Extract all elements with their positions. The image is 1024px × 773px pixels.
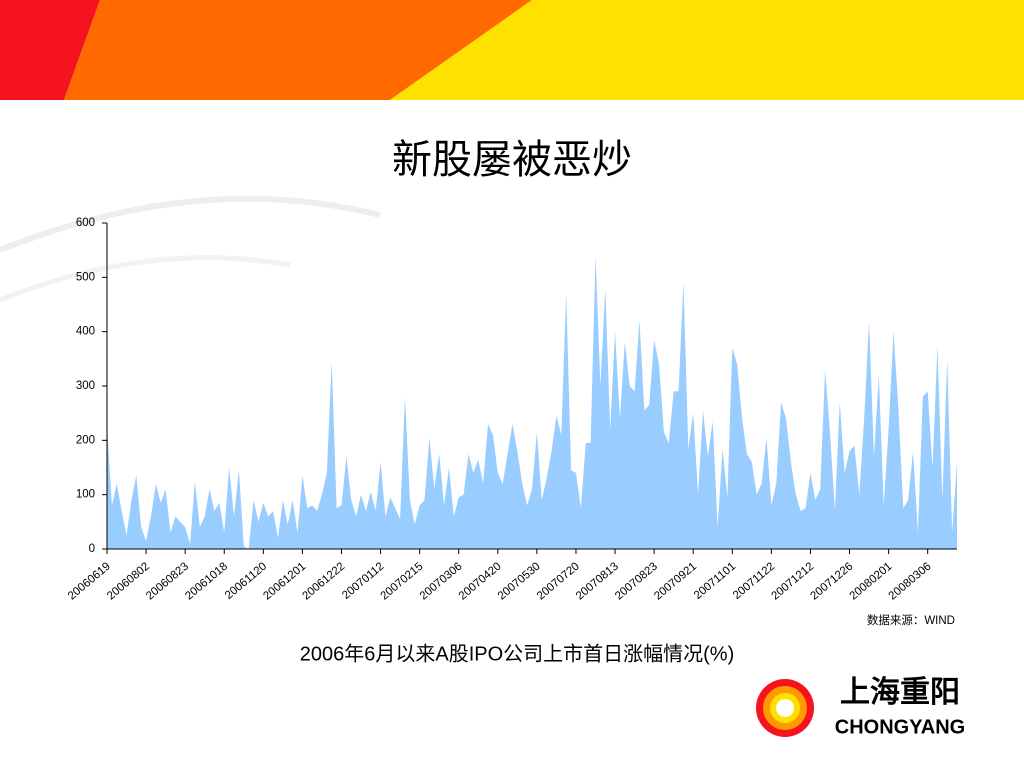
y-tick-label: 200 (76, 434, 95, 446)
decor-arc (0, 255, 291, 303)
decor-arc (0, 195, 381, 253)
x-tick-label: 20070420 (457, 560, 504, 602)
logo-english: CHONGYANG (835, 716, 965, 738)
logo-ring (776, 699, 794, 717)
x-tick-label: 20071226 (808, 560, 855, 602)
x-tick-label: 20061201 (261, 560, 308, 602)
y-tick-label: 0 (89, 543, 95, 555)
x-tick-label: 20070215 (379, 560, 426, 602)
x-tick-label: 20061222 (300, 560, 347, 602)
x-tick-label: 20071212 (769, 560, 816, 602)
x-tick-label: 20080201 (848, 560, 895, 602)
x-tick-label: 20060802 (105, 560, 152, 602)
x-tick-label: 20070823 (613, 560, 660, 602)
header-band (64, 0, 532, 100)
source-note: 数据来源：WIND (867, 613, 955, 627)
y-tick-label: 600 (76, 217, 95, 229)
x-tick-label: 20071101 (692, 560, 738, 602)
x-tick-label: 20070921 (652, 560, 699, 602)
chart-title: 新股屡被恶炒 (392, 137, 632, 183)
chart: 0 100 200 300 400 500 600 200606192006080220060… (66, 217, 957, 603)
x-tick-label: 20070306 (418, 560, 465, 602)
x-tick-label: 20060619 (66, 560, 113, 602)
x-tick-label: 20070813 (574, 560, 621, 602)
header-band (390, 0, 1024, 100)
x-tick-label: 20070530 (496, 560, 543, 602)
logo-name: 上海重阳 (840, 676, 960, 709)
y-tick-label: 400 (76, 326, 95, 338)
x-tick-label: 20061018 (183, 560, 230, 602)
x-tick-label: 20060823 (144, 560, 191, 602)
x-tick-label: 20080306 (887, 560, 934, 602)
area (107, 255, 957, 549)
y-tick-label: 300 (76, 380, 95, 392)
x-tick-label: 20070720 (535, 560, 582, 602)
y-tick-label: 100 (76, 489, 95, 501)
chart-caption: 2006年6月以来A股IPO公司上市首日涨幅情况(%) (300, 642, 735, 665)
logo: 上海重阳 CHONGYANG (756, 676, 965, 738)
y-tick-label: 500 (76, 271, 95, 283)
header-band (0, 0, 100, 100)
